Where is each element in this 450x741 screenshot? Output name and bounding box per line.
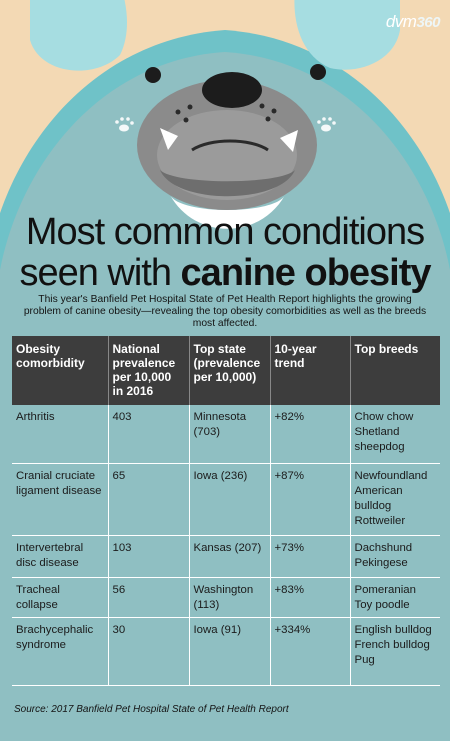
brand-accent: 360 — [416, 14, 440, 31]
cell-state: Kansas (207) — [189, 535, 271, 578]
cell-trend: +334% — [270, 617, 351, 686]
cell-prevalence: 65 — [108, 463, 190, 536]
header-breeds: Top breeds — [350, 336, 440, 405]
cell-state: Washington (113) — [189, 577, 271, 618]
cell-breeds: Chow chow Shetland sheepdog — [350, 405, 440, 464]
table-row: Arthritis 403 Minnesota (703) +82% Chow … — [12, 405, 440, 464]
cell-state: Iowa (91) — [189, 617, 271, 686]
cell-prevalence: 403 — [108, 405, 190, 464]
cell-state: Iowa (236) — [189, 463, 271, 536]
table-row: Cranial cruciate ligament disease 65 Iow… — [12, 463, 440, 536]
mouth-line — [191, 139, 269, 152]
cell-condition: Cranial cruciate ligament disease — [12, 463, 109, 536]
right-fang — [280, 130, 298, 152]
cell-breeds: Newfoundland American bulldog Rottweiler — [350, 463, 440, 536]
cell-prevalence: 56 — [108, 577, 190, 618]
header-trend: 10-year trend — [270, 336, 351, 405]
cell-prevalence: 103 — [108, 535, 190, 578]
cell-prevalence: 30 — [108, 617, 190, 686]
title-line-2-prefix: seen with — [19, 252, 181, 294]
cell-trend: +82% — [270, 405, 351, 464]
cell-breeds: English bulldog French bulldog Pug — [350, 617, 440, 686]
source-note: Source: 2017 Banfield Pet Hospital State… — [14, 704, 289, 715]
cell-trend: +83% — [270, 577, 351, 618]
page-title: Most common conditions seen with canine … — [0, 212, 450, 294]
cell-condition: Arthritis — [12, 405, 109, 464]
brand-logo: dvm360 — [385, 12, 441, 32]
intro-text: This year's Banfield Pet Hospital State … — [23, 294, 427, 329]
brand-name: dvm — [385, 12, 417, 31]
cell-trend: +73% — [270, 535, 351, 578]
muzzle-inner — [157, 110, 297, 200]
right-ear — [294, 0, 400, 70]
left-eye — [145, 67, 161, 83]
nose — [202, 72, 262, 108]
paw-print — [115, 117, 336, 132]
cell-trend: +87% — [270, 463, 351, 536]
title-line-2: seen with canine obesity — [0, 252, 450, 294]
cell-state: Minnesota (703) — [189, 405, 271, 464]
left-ear — [30, 0, 127, 71]
table-row: Tracheal collapse 56 Washington (113) +8… — [12, 577, 440, 618]
cell-condition: Tracheal collapse — [12, 577, 109, 618]
chin — [170, 195, 285, 229]
table-row: Brachycephalic syndrome 30 Iowa (91) +33… — [12, 617, 440, 686]
table-row: Intervertebral disc disease 103 Kansas (… — [12, 535, 440, 578]
table-header-row: Obesity comorbidity National prevalence … — [12, 336, 440, 405]
left-fang — [160, 128, 178, 150]
header-comorbidity: Obesity comorbidity — [12, 336, 109, 405]
header-top-state: Top state (prevalence per 10,000) — [189, 336, 271, 405]
title-line-2-bold: canine obesity — [180, 252, 432, 294]
cell-condition: Intervertebral disc disease — [12, 535, 109, 578]
lower-jaw — [160, 170, 295, 197]
cell-breeds: Dachshund Pekingese — [350, 535, 440, 578]
right-eye — [310, 64, 326, 80]
header-prevalence: National prevalence per 10,000 in 2016 — [108, 336, 190, 405]
cell-condition: Brachycephalic syndrome — [12, 617, 109, 686]
cell-breeds: Pomeranian Toy poodle — [350, 577, 440, 618]
comorbidity-table: Obesity comorbidity National prevalence … — [12, 336, 440, 686]
title-line-1: Most common conditions — [25, 211, 425, 253]
